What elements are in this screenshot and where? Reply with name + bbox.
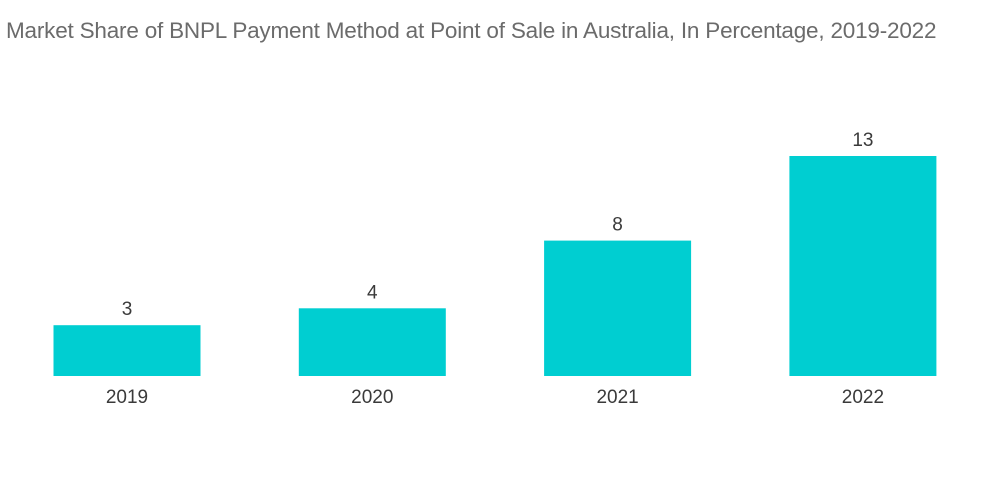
x-tick-2020: 2020 xyxy=(351,387,393,408)
data-label-2021: 8 xyxy=(612,215,623,236)
data-label-2022: 13 xyxy=(852,130,873,151)
x-tick-2019: 2019 xyxy=(106,387,148,408)
data-label-2019: 3 xyxy=(122,299,133,320)
x-axis-tick-labels: 2019 2020 2021 2022 xyxy=(106,387,884,408)
bars-layer xyxy=(53,156,937,376)
x-tick-2022: 2022 xyxy=(842,387,884,408)
bar-2019 xyxy=(53,325,201,376)
bar-2021 xyxy=(544,240,692,376)
bar-2022 xyxy=(789,156,937,376)
bar-2020 xyxy=(298,308,446,376)
chart-title: Market Share of BNPL Payment Method at P… xyxy=(6,18,937,43)
data-label-2020: 4 xyxy=(367,282,378,303)
x-tick-2021: 2021 xyxy=(596,387,638,408)
data-labels-layer: 3 4 8 13 xyxy=(122,130,874,320)
